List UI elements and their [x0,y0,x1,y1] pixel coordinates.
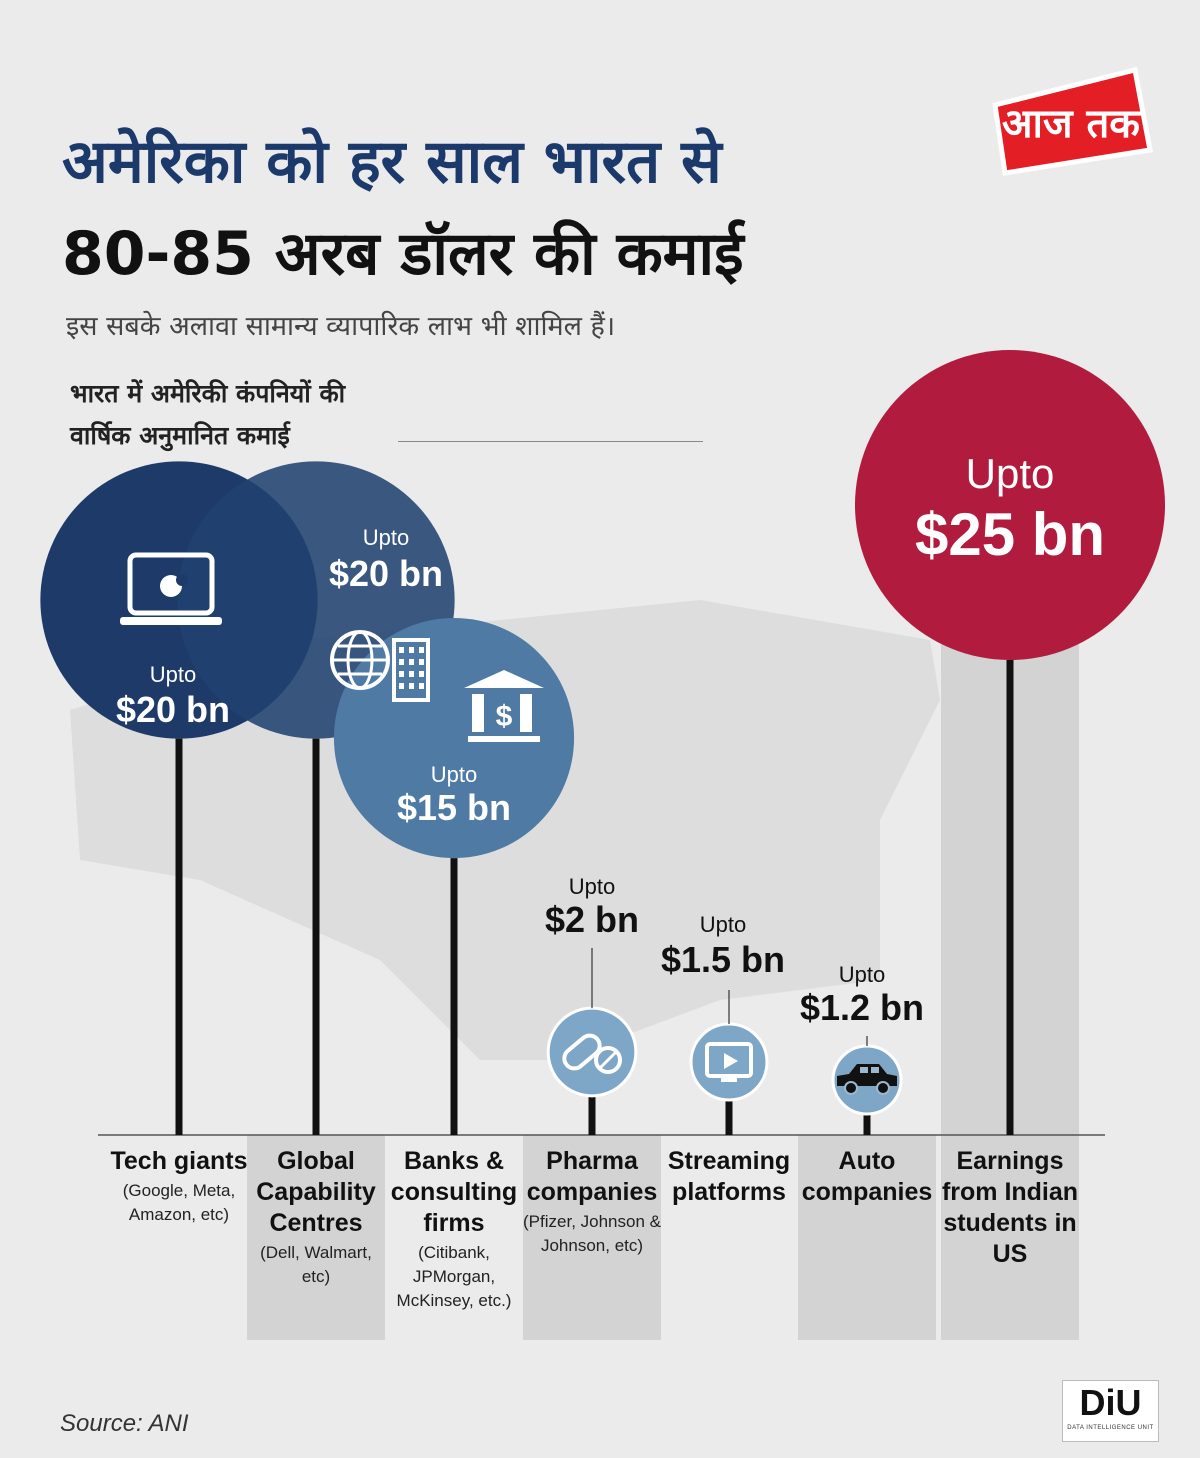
bank-base [468,736,540,742]
value-label: $2 bn [545,899,639,940]
value-label: $15 bn [397,787,511,828]
column-shade [247,1135,385,1340]
chart-label-rule [398,441,703,442]
value-prefix: Upto [431,762,477,787]
value-prefix: Upto [569,874,615,899]
building-window [409,659,414,665]
building-window [399,671,404,677]
category-label: Pharma companies (Pfizer, Johnson & Johns… [523,1146,661,1258]
value-label: $20 bn [116,689,230,730]
category-detail: (Pfizer, Johnson & Johnson, etc) [523,1212,661,1255]
dollar-sign: $ [496,700,513,733]
category-label: Streaming platforms [660,1146,798,1208]
apple-bite [176,574,188,586]
category-label: Banks & consulting firms (Citibank, JPMor… [385,1146,523,1313]
play-triangle [724,1053,738,1069]
column-shade [523,1135,661,1340]
laptop-base [120,617,222,625]
car-window [860,1067,868,1073]
laptop-screen [127,552,215,616]
category-name: Tech giants [110,1147,248,1175]
globe-building-icon [330,630,430,702]
tablet-line [598,1050,618,1070]
building-window [419,671,424,677]
bubble [855,350,1165,660]
value-prefix: Upto [150,662,196,687]
bank-pillar [520,694,532,732]
building-window [409,647,414,653]
category-label: Earnings from Indian students in US [941,1146,1079,1270]
aajtak-logo: आज तक [992,66,1153,176]
category-name: Streaming platforms [667,1147,791,1206]
building-window [409,683,414,689]
building-window [399,647,404,653]
building-window [409,671,414,677]
value-prefix: Upto [966,450,1055,497]
diu-badge: DiU DATA INTELLIGENCE UNIT [1062,1380,1159,1442]
building-window [419,647,424,653]
category-label: Tech giants (Google, Meta, Amazon, etc) [110,1146,248,1227]
category-name: Banks & consulting firms [390,1147,518,1237]
bank-pillar [472,694,484,732]
tablet [594,1046,622,1074]
value-label: $25 bn [915,501,1105,568]
building-window [399,683,404,689]
capsule [562,1033,602,1071]
building-window [419,683,424,689]
category-name: Earnings from Indian students in US [941,1147,1079,1268]
car-wheel [876,1081,890,1095]
pill-icon [562,1033,622,1074]
screen-stand [721,1078,737,1082]
screen [705,1042,753,1078]
value-prefix: Upto [363,525,409,550]
title-line-1: अमेरिका को हर साल भारत से [62,127,722,197]
chart-label-line-1: भारत में अमेरिकी कंपनियों की [70,379,346,408]
building [392,638,430,702]
title-line-2: 80-85 अरब डॉलर की कमाई [62,219,744,289]
value-label: $1.2 bn [800,987,924,1028]
subtitle: इस सबके अलावा सामान्य व्यापारिक लाभ भी श… [66,311,616,342]
building-window [419,659,424,665]
bank-roof [464,670,544,688]
car-window [871,1067,879,1073]
column-shade [798,1135,936,1340]
category-detail: (Google, Meta, Amazon, etc) [122,1181,236,1224]
diu-badge-caption: DATA INTELLIGENCE UNIT [1067,1425,1154,1431]
building-window [399,659,404,665]
play-screen-icon [705,1042,753,1082]
category-detail: (Citibank, JPMorgan, McKinsey, etc.) [396,1243,512,1310]
car-wheel [844,1081,858,1095]
category-label: Auto companies [798,1146,936,1208]
category-name: Pharma companies [526,1147,658,1206]
bubble [546,1006,638,1098]
diu-badge-text: DiU [1079,1382,1142,1423]
category-name: Global Capability Centres [256,1147,376,1237]
car-body [837,1064,897,1086]
bank-icon: $ [464,670,544,742]
value-label: $1.5 bn [661,939,785,980]
category-name: Auto companies [801,1147,933,1206]
category-label: Global Capability Centres (Dell, Walmart,… [247,1146,385,1289]
value-prefix: Upto [839,962,885,987]
source-note: Source: ANI [60,1410,189,1437]
chart-label-line-2: वार्षिक अनुमानित कमाई [70,421,290,450]
value-prefix: Upto [700,912,746,937]
car-icon [837,1064,897,1095]
laptop-apple-icon [120,552,222,625]
value-label: $20 bn [329,553,443,594]
category-detail: (Dell, Walmart, etc) [260,1243,372,1286]
svg-text:आज तक: आज तक [1002,101,1141,147]
